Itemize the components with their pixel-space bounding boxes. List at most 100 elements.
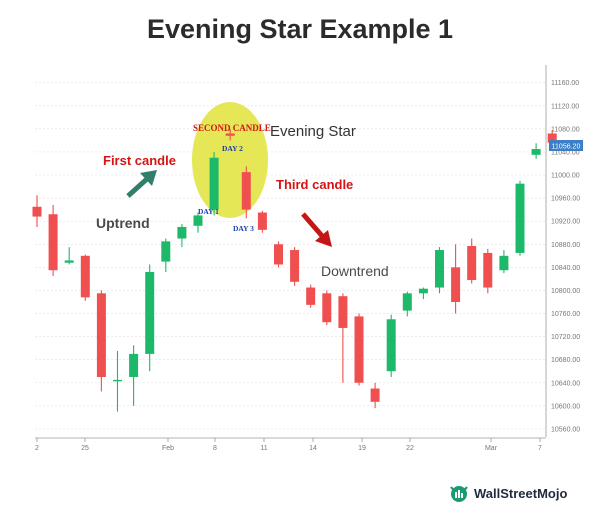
day3-label: DAY 3: [233, 224, 254, 233]
candle-body: [129, 353, 139, 377]
candle: [354, 313, 364, 386]
last-price-badge: 11056.20: [549, 140, 583, 151]
x-tick-label: 25: [81, 445, 89, 452]
candle: [290, 247, 300, 286]
candle-body: [306, 287, 316, 305]
candle-body: [322, 293, 332, 323]
candle-body: [161, 241, 171, 262]
y-tick-label: 10760.00: [551, 311, 580, 318]
candle-body: [354, 316, 364, 383]
candle-body: [547, 133, 557, 143]
candle-body: [193, 215, 203, 226]
y-tick-label: 10720.00: [551, 334, 580, 341]
x-tick-label: 2: [35, 445, 39, 452]
x-tick-label: Mar: [485, 445, 498, 452]
last-price-label: 11056.20: [552, 144, 581, 151]
candle-body: [386, 319, 396, 372]
candle: [80, 254, 90, 301]
grid-lines: [35, 82, 546, 430]
candle: [306, 284, 316, 308]
y-tick-label: 10800.00: [551, 288, 580, 295]
y-tick-label: 10600.00: [551, 403, 580, 410]
third-candle-label: Third candle: [276, 177, 353, 192]
candle-body: [274, 244, 283, 265]
y-tick-label: 11000.00: [551, 173, 580, 180]
candle-body: [64, 260, 74, 263]
candle: [193, 212, 203, 233]
evening-star-highlight: [192, 102, 268, 218]
candle: [209, 151, 219, 216]
candle: [161, 238, 171, 272]
candle: [338, 293, 348, 383]
candle-body: [80, 255, 90, 298]
candle: [483, 248, 493, 294]
candle: [177, 224, 187, 248]
page-title: Evening Star Example 1: [146, 14, 454, 44]
y-tick-label: 10560.00: [551, 426, 580, 433]
candle-body: [209, 157, 219, 210]
candle-body: [451, 267, 461, 302]
candle-body: [467, 245, 477, 281]
candle: [129, 345, 139, 406]
y-tick-label: 10640.00: [551, 380, 580, 387]
uptrend-label: Uptrend: [96, 215, 150, 231]
x-tick-label: 7: [538, 445, 542, 452]
candle: [322, 290, 332, 326]
candle: [467, 238, 477, 284]
brand: WallStreetMojo: [448, 481, 567, 505]
brand-name: WallStreetMojo: [474, 485, 568, 501]
x-tick-label: 19: [358, 445, 366, 452]
y-tick-label: 11120.00: [551, 103, 579, 110]
x-tick-label: 14: [309, 445, 317, 452]
candle-body: [177, 226, 187, 239]
candle-body: [96, 293, 106, 377]
x-tick-label: 11: [260, 445, 267, 452]
candle: [531, 143, 541, 159]
candle-body: [515, 183, 525, 253]
candle: [274, 241, 283, 268]
candle: [64, 247, 74, 265]
candle-body: [241, 172, 251, 210]
day1-label: DAY 1: [198, 207, 219, 216]
y-tick-label: 10960.00: [551, 196, 580, 203]
candle-body: [531, 149, 541, 155]
bull-logo-icon: [450, 486, 468, 502]
candle-body: [48, 214, 58, 271]
candle: [113, 351, 122, 412]
y-tick-label: 10840.00: [551, 265, 580, 272]
candle-body: [225, 133, 235, 136]
candle: [451, 244, 461, 314]
x-tick-label: 8: [213, 445, 217, 452]
candle: [499, 250, 509, 274]
y-tick-label: 11160.00: [551, 80, 579, 87]
evening-star-label: Evening Star: [270, 123, 356, 140]
x-tick-label: Feb: [162, 445, 174, 452]
candle-body: [290, 250, 300, 282]
candle-body: [418, 288, 428, 294]
candle: [402, 291, 412, 317]
y-tick-label: 10880.00: [551, 242, 580, 249]
candle-body: [483, 252, 493, 288]
candle: [225, 128, 235, 141]
candle: [370, 382, 380, 409]
candle: [257, 210, 267, 233]
candle-body: [435, 250, 444, 288]
candle-body: [145, 271, 155, 354]
candle-body: [32, 206, 42, 217]
y-tick-label: 11080.00: [551, 126, 580, 133]
candle: [386, 314, 396, 377]
y-tick-label: 10920.00: [551, 219, 580, 226]
candle: [96, 290, 106, 392]
candles-layer: [32, 128, 557, 412]
candle: [145, 264, 155, 372]
candle: [418, 287, 428, 300]
candle-body: [257, 212, 267, 230]
second-candle-label: SECOND CANDLE: [193, 123, 271, 133]
candle: [435, 247, 444, 294]
candle-body: [370, 388, 380, 402]
downtrend-arrow-icon: [301, 212, 332, 247]
first-candle-label: First candle: [103, 153, 176, 168]
candle-body: [499, 255, 509, 271]
axes: 11160.00 11120.00 11080.00 11040.00 11000.00…: [35, 65, 580, 452]
